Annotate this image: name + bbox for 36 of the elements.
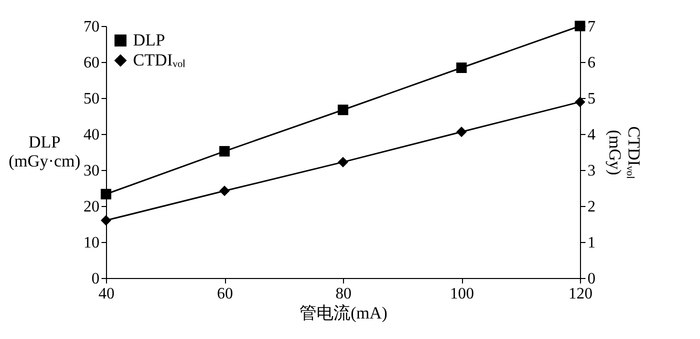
legend-label: DLP bbox=[133, 30, 166, 50]
point bbox=[219, 186, 230, 196]
y-axis-title: DLP (mGy·cm) bbox=[8, 132, 80, 170]
y-tick-label: 10 bbox=[84, 234, 100, 252]
y-tick-label: 20 bbox=[84, 198, 100, 216]
y-tick-label: 0 bbox=[92, 270, 100, 288]
x-tick-label: 60 bbox=[217, 286, 233, 302]
y-tick-label: 40 bbox=[84, 126, 100, 144]
y-tick-label: 60 bbox=[84, 54, 100, 72]
y2-tick-label: 0 bbox=[588, 270, 596, 288]
x-tick-label: 120 bbox=[568, 286, 592, 302]
point bbox=[100, 188, 112, 200]
y2-tick-label: 7 bbox=[588, 18, 596, 36]
point bbox=[338, 104, 348, 116]
y-tick-label: 30 bbox=[84, 162, 100, 180]
y2-tick-label: 3 bbox=[588, 162, 596, 180]
y-tick-label: 70 bbox=[84, 18, 100, 36]
y2-tick-label: 5 bbox=[588, 90, 596, 108]
point bbox=[100, 215, 112, 226]
y2-tick-label: 6 bbox=[588, 54, 596, 72]
y2-tick-label: 2 bbox=[588, 198, 596, 216]
point bbox=[338, 156, 348, 168]
x-tick-label: 100 bbox=[450, 286, 474, 302]
y-tick-label: 50 bbox=[84, 90, 100, 108]
x-axis-title: 管电流(mA) bbox=[300, 304, 388, 322]
y2-tick-label: 4 bbox=[588, 126, 596, 144]
y2-axis-title: CTDIᵥₒₗ (mGy) bbox=[606, 126, 644, 179]
point bbox=[574, 96, 586, 108]
point bbox=[219, 146, 230, 157]
y2-tick-label: 1 bbox=[588, 234, 596, 252]
point bbox=[456, 62, 467, 74]
x-tick-label: 80 bbox=[336, 286, 352, 302]
point bbox=[456, 126, 467, 138]
point bbox=[574, 20, 586, 32]
x-tick-label: 40 bbox=[98, 286, 114, 302]
legend-label: CTDIᵥₒₗ bbox=[133, 50, 186, 70]
